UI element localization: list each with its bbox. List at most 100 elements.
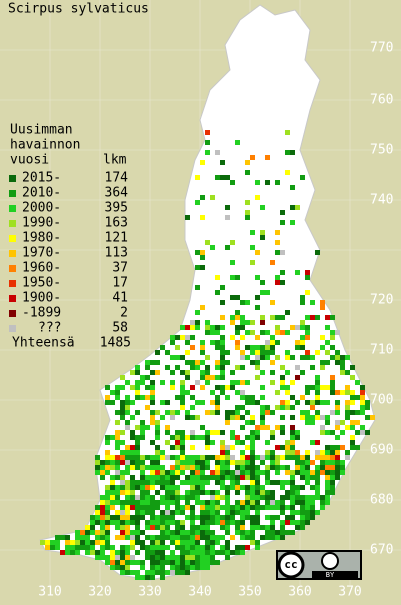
observation-square bbox=[120, 405, 125, 410]
observation-square bbox=[310, 470, 315, 475]
observation-square bbox=[260, 345, 265, 350]
observation-square bbox=[220, 440, 225, 445]
observation-square bbox=[325, 315, 330, 320]
observation-square bbox=[240, 415, 245, 420]
observation-square bbox=[255, 305, 260, 310]
observation-square bbox=[120, 440, 125, 445]
observation-square bbox=[140, 505, 145, 510]
observation-square bbox=[300, 335, 305, 340]
observation-square bbox=[255, 360, 260, 365]
observation-square bbox=[275, 445, 280, 450]
observation-square bbox=[315, 465, 320, 470]
observation-square bbox=[160, 455, 165, 460]
observation-square bbox=[165, 475, 170, 480]
observation-square bbox=[125, 380, 130, 385]
observation-square bbox=[260, 395, 265, 400]
observation-square bbox=[215, 400, 220, 405]
legend-swatch bbox=[9, 310, 16, 317]
observation-square bbox=[215, 385, 220, 390]
observation-square bbox=[260, 330, 265, 335]
observation-square bbox=[175, 470, 180, 475]
observation-square bbox=[265, 505, 270, 510]
observation-square bbox=[285, 495, 290, 500]
observation-square bbox=[195, 475, 200, 480]
observation-square bbox=[130, 385, 135, 390]
observation-square bbox=[340, 420, 345, 425]
legend-label: 2010- bbox=[22, 186, 61, 201]
north-label: 700 bbox=[370, 393, 393, 408]
observation-square bbox=[285, 355, 290, 360]
observation-square bbox=[250, 430, 255, 435]
observation-square bbox=[160, 570, 165, 575]
observation-square bbox=[225, 450, 230, 455]
observation-square bbox=[125, 525, 130, 530]
observation-square bbox=[165, 495, 170, 500]
observation-square bbox=[290, 415, 295, 420]
observation-square bbox=[140, 490, 145, 495]
observation-square bbox=[85, 550, 90, 555]
observation-square bbox=[300, 455, 305, 460]
observation-square bbox=[245, 215, 250, 220]
observation-square bbox=[270, 535, 275, 540]
observation-square bbox=[270, 520, 275, 525]
observation-square bbox=[245, 460, 250, 465]
observation-square bbox=[250, 440, 255, 445]
observation-square bbox=[235, 525, 240, 530]
observation-square bbox=[95, 455, 100, 460]
observation-square bbox=[175, 435, 180, 440]
observation-square bbox=[270, 370, 275, 375]
observation-square bbox=[265, 525, 270, 530]
observation-square bbox=[130, 485, 135, 490]
observation-square bbox=[160, 560, 165, 565]
observation-square bbox=[135, 525, 140, 530]
north-label: 690 bbox=[370, 443, 393, 458]
observation-square bbox=[160, 480, 165, 485]
observation-square bbox=[115, 555, 120, 560]
north-label: 710 bbox=[370, 343, 393, 358]
observation-square bbox=[350, 420, 355, 425]
observation-square bbox=[220, 535, 225, 540]
observation-square bbox=[365, 405, 370, 410]
observation-square bbox=[230, 550, 235, 555]
observation-square bbox=[135, 550, 140, 555]
east-label: 320 bbox=[88, 585, 111, 600]
observation-square bbox=[180, 560, 185, 565]
observation-square bbox=[320, 465, 325, 470]
observation-square bbox=[125, 420, 130, 425]
observation-square bbox=[175, 500, 180, 505]
observation-square bbox=[305, 500, 310, 505]
east-label: 360 bbox=[288, 585, 311, 600]
observation-square bbox=[305, 475, 310, 480]
observation-square bbox=[220, 335, 225, 340]
observation-square bbox=[130, 415, 135, 420]
observation-square bbox=[290, 205, 295, 210]
observation-square bbox=[320, 495, 325, 500]
observation-square bbox=[185, 435, 190, 440]
observation-square bbox=[320, 455, 325, 460]
observation-square bbox=[330, 445, 335, 450]
observation-square bbox=[270, 525, 275, 530]
observation-square bbox=[225, 485, 230, 490]
observation-square bbox=[310, 485, 315, 490]
observation-square bbox=[290, 485, 295, 490]
legend-label: 1950- bbox=[22, 276, 61, 291]
observation-square bbox=[50, 545, 55, 550]
observation-square bbox=[350, 390, 355, 395]
legend-count: 364 bbox=[105, 186, 129, 201]
observation-square bbox=[200, 510, 205, 515]
observation-square bbox=[150, 570, 155, 575]
observation-square bbox=[125, 530, 130, 535]
observation-square bbox=[335, 445, 340, 450]
observation-square bbox=[220, 475, 225, 480]
observation-square bbox=[230, 315, 235, 320]
east-label: 330 bbox=[138, 585, 161, 600]
observation-square bbox=[125, 465, 130, 470]
observation-square bbox=[160, 345, 165, 350]
observation-square bbox=[335, 400, 340, 405]
observation-square bbox=[200, 560, 205, 565]
observation-square bbox=[250, 245, 255, 250]
observation-square bbox=[275, 530, 280, 535]
observation-square bbox=[270, 345, 275, 350]
observation-square bbox=[215, 560, 220, 565]
observation-square bbox=[230, 320, 235, 325]
